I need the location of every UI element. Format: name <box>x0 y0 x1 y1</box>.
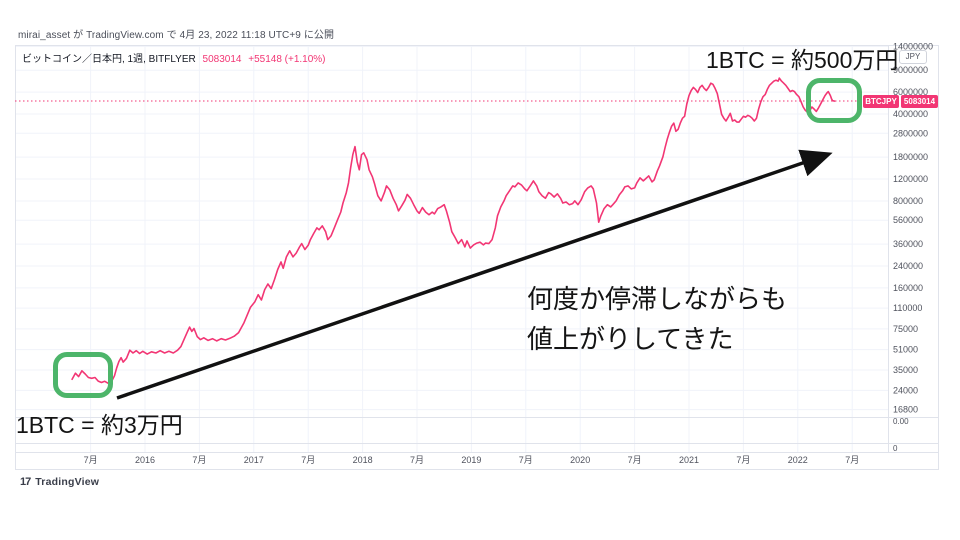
y-axis-label: 6000000 <box>893 87 928 97</box>
y-axis-label: 1200000 <box>893 174 928 184</box>
chart-legend[interactable]: ビットコイン／日本円, 1週, BITFLYER 5083014 +55148 … <box>22 50 330 65</box>
tradingview-logo[interactable]: 17 TradingView <box>20 476 99 488</box>
y-axis-label: 35000 <box>893 365 918 375</box>
y-axis-label: 14000000 <box>893 41 933 51</box>
annotation-price-start: 1BTC = 約3万円 <box>16 412 183 438</box>
price-scale-unit: JPY <box>899 50 927 64</box>
y-axis-label: 16800 <box>893 405 918 415</box>
legend-change: +55148 (+1.10%) <box>248 54 326 65</box>
x-axis-label: 7月 <box>192 455 206 465</box>
x-axis-label: 7月 <box>628 455 642 465</box>
sub-pane-label: 0 <box>893 444 898 453</box>
x-axis-label: 7月 <box>301 455 315 465</box>
x-axis-label: 7月 <box>410 455 424 465</box>
sub-pane-label: 0.00 <box>893 417 909 426</box>
x-axis-label: 7月 <box>84 455 98 465</box>
x-axis-label: 2016 <box>135 455 155 465</box>
y-axis-label: 360000 <box>893 239 923 249</box>
tradingview-logo-mark: 17 <box>20 476 31 488</box>
x-axis-label: 2022 <box>788 455 808 465</box>
highlight-box-end <box>806 78 862 123</box>
y-axis-label: 560000 <box>893 215 923 225</box>
y-axis-label: 4000000 <box>893 109 928 119</box>
x-axis-label: 2020 <box>570 455 590 465</box>
annotation-comment-line2: 値上がりしてきた <box>527 324 734 354</box>
highlight-box-start <box>53 352 113 398</box>
y-axis-label: 9000000 <box>893 65 928 75</box>
y-axis-label: 75000 <box>893 324 918 334</box>
x-axis-label: 2021 <box>679 455 699 465</box>
annotation-price-now: 1BTC = 約500万円 <box>706 47 899 73</box>
x-axis-label: 7月 <box>845 455 859 465</box>
publication-line: mirai_asset が TradingView.com で 4月 23, 2… <box>18 30 335 41</box>
y-axis-label: 160000 <box>893 283 923 293</box>
legend-last-price: 5083014 <box>202 54 242 65</box>
legend-symbol: ビットコイン／日本円, 1週, BITFLYER <box>22 54 196 65</box>
x-axis-label: 2017 <box>244 455 264 465</box>
chart-border <box>15 45 939 470</box>
y-axis-label: 51000 <box>893 345 918 355</box>
x-axis-label: 2019 <box>461 455 481 465</box>
x-axis-label: 7月 <box>519 455 533 465</box>
y-axis-label: 2800000 <box>893 128 928 138</box>
y-axis-label: 24000 <box>893 385 918 395</box>
price-flag-symbol: BTCJPY <box>863 95 899 108</box>
x-axis-label: 2018 <box>353 455 373 465</box>
price-flag-value: 5083014 <box>901 95 938 108</box>
annotation-comment: 何度か停滞しながらも 値上がりしてきた <box>527 279 787 359</box>
x-axis-label: 7月 <box>736 455 750 465</box>
tradingview-logo-text: TradingView <box>35 476 100 488</box>
y-axis-label: 1800000 <box>893 152 928 162</box>
annotation-comment-line1: 何度か停滞しながらも <box>527 284 788 314</box>
y-axis-label: 110000 <box>893 303 922 313</box>
y-axis-label: 240000 <box>893 261 923 271</box>
y-axis-label: 800000 <box>893 196 923 206</box>
